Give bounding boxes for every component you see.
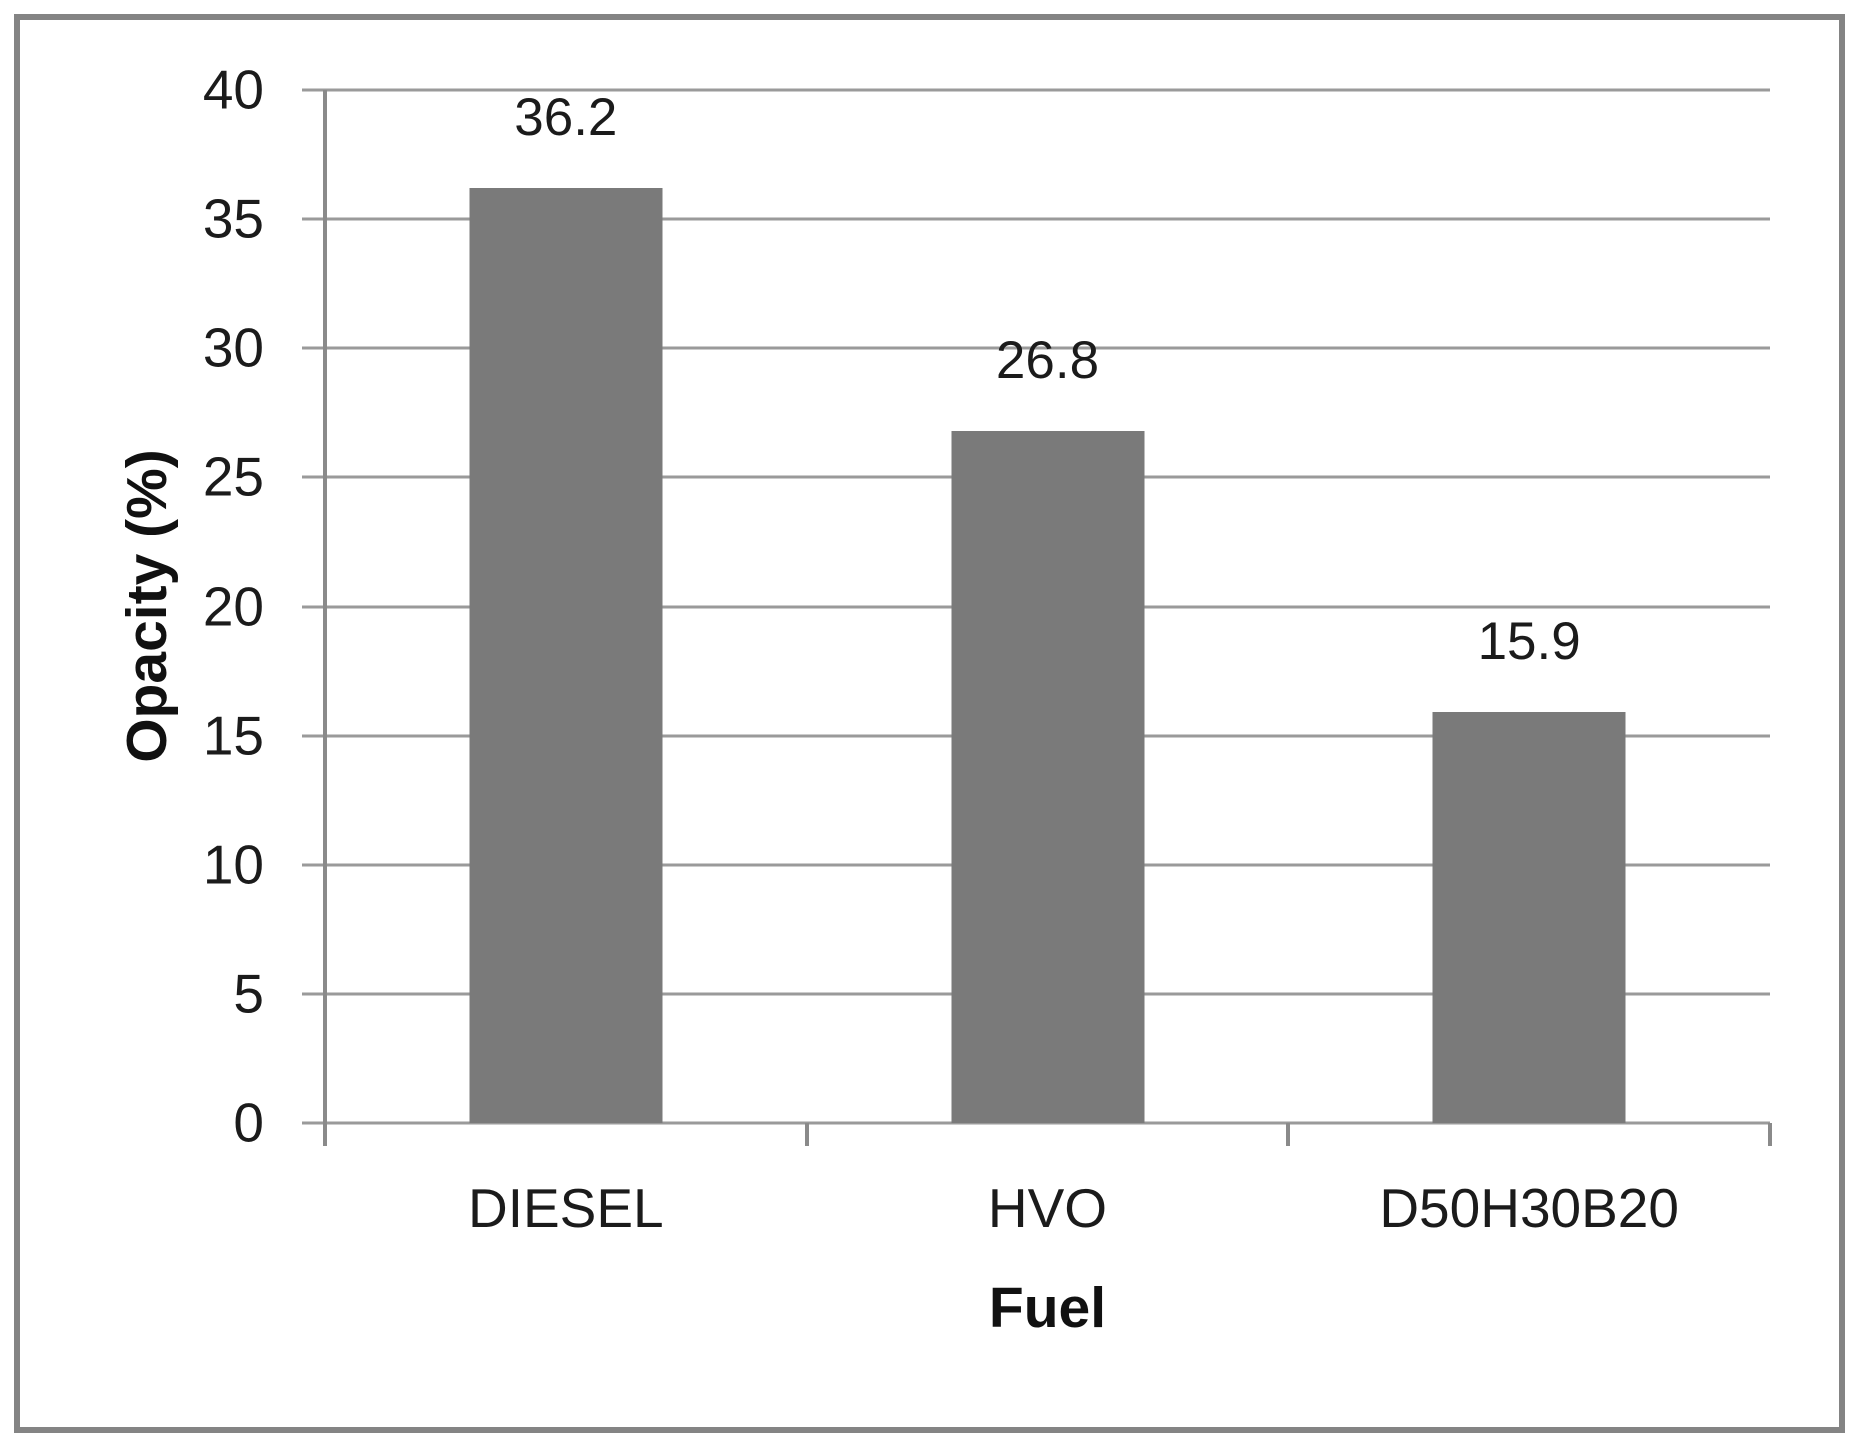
y-axis-tick-label: 15 [202, 704, 264, 767]
y-axis-tick-label: 5 [233, 962, 264, 1025]
y-axis-tick-label: 25 [202, 445, 264, 508]
gridline-y-30 [302, 346, 1770, 350]
x-axis-tick [323, 1123, 327, 1146]
y-axis-tick-label: 20 [202, 575, 264, 637]
y-axis-tick-label: 10 [202, 833, 264, 896]
y-axis-tick-label: 0 [233, 1091, 264, 1154]
x-axis-tick [1768, 1123, 1772, 1146]
x-axis-title: Fuel [988, 1276, 1107, 1340]
gridline-y-35 [302, 217, 1770, 221]
x-axis-tick [804, 1123, 809, 1146]
plot-area: Fuel 0 5 10 15 20 25 30 35 40 36.2 DIESEL 26.8 HVO 15… [203, 62, 1772, 1340]
gridline-y-0 [302, 1121, 1770, 1125]
bar-value-label: 36.2 [514, 88, 618, 148]
x-axis-category-label: DIESEL [468, 1177, 664, 1239]
y-axis-line [323, 90, 327, 1146]
x-axis-tick [1286, 1123, 1291, 1146]
x-axis-category-label: D50H30B20 [1379, 1177, 1679, 1239]
bar-diesel [469, 188, 663, 1123]
bar-d50h30b20 [1432, 712, 1626, 1123]
bar-hvo [951, 430, 1144, 1123]
x-axis-category-label: HVO [987, 1177, 1108, 1239]
y-axis-tick-label: 30 [202, 316, 264, 379]
y-axis-tick-label: 35 [202, 187, 264, 250]
bar-value-label: 15.9 [1477, 612, 1581, 672]
bar-value-label: 26.8 [995, 330, 1100, 390]
gridline-y-40 [302, 88, 1770, 92]
y-axis-tick-label: 40 [202, 58, 264, 121]
